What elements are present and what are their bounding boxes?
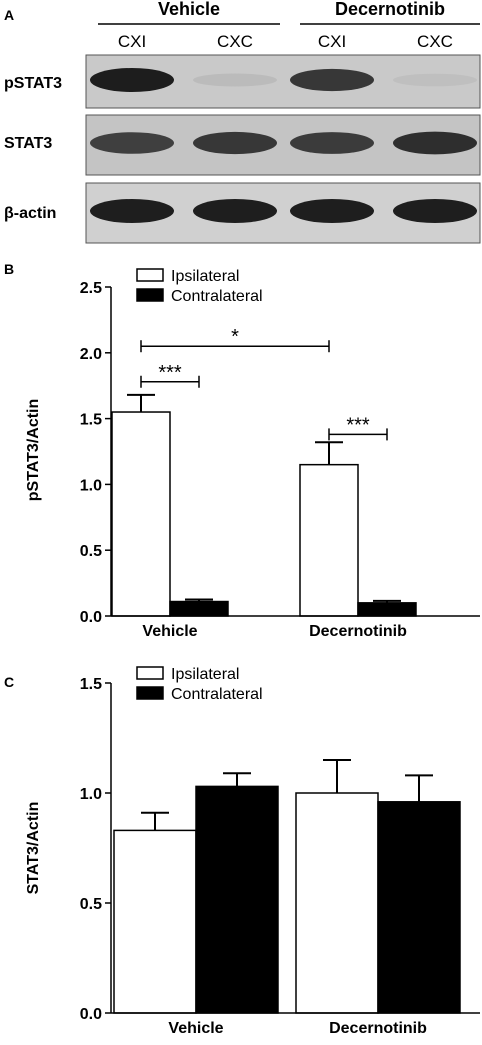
blot-label-beta-actin: β-actin xyxy=(4,205,56,222)
y-tick-label: 2.5 xyxy=(80,280,102,297)
legend-swatch xyxy=(136,666,164,680)
legend-b: Ipsilateral Contralateral xyxy=(136,268,263,305)
bar xyxy=(195,785,279,1014)
panel-c-letter: C xyxy=(4,674,14,690)
y-axis-label-b: pSTAT3/Actin xyxy=(25,399,42,502)
panel-c: C STAT3/Actin 0.0 0.5 1.0 1.5 Vehicle Decern… xyxy=(4,666,480,1037)
blot-label-pstat3: pSTAT3 xyxy=(4,75,62,92)
x-axis-labels-b: Vehicle Decernotinib xyxy=(142,623,407,640)
y-tick-label: 1.5 xyxy=(80,676,102,693)
legend-swatch xyxy=(136,686,164,700)
legend-label: Contralateral xyxy=(171,288,263,305)
bar xyxy=(111,411,171,617)
blot-band xyxy=(290,68,374,92)
blot-band xyxy=(193,73,277,87)
y-axis-c: 0.0 0.5 1.0 1.5 xyxy=(80,676,112,1023)
y-tick-label: 0.0 xyxy=(80,1006,102,1023)
legend-swatch xyxy=(136,288,164,302)
blot-band xyxy=(393,73,477,87)
lane-label-2: CXC xyxy=(217,32,253,51)
bar xyxy=(295,792,379,1014)
y-tick-label: 2.0 xyxy=(80,346,102,363)
panel-a: A Vehicle Decernotinib CXI CXC CXI CXC p… xyxy=(4,0,481,244)
y-tick-label: 1.0 xyxy=(80,786,102,803)
blot-band xyxy=(90,68,174,92)
significance-label: *** xyxy=(346,414,370,436)
panel-b-letter: B xyxy=(4,261,14,277)
blot-band xyxy=(90,199,174,223)
annotations-b: ******* xyxy=(140,326,388,441)
significance-label: * xyxy=(231,326,239,348)
y-tick-label: 1.0 xyxy=(80,477,102,494)
x-axis-labels-c: Vehicle Decernotinib xyxy=(168,1020,427,1037)
blot-bands-pstat3 xyxy=(90,68,477,92)
panel-a-letter: A xyxy=(4,7,14,23)
bars-b xyxy=(111,393,480,617)
x-tick-label: Decernotinib xyxy=(309,623,407,640)
panel-b: B pSTAT3/Actin 0.0 0.5 1.0 1.5 2.0 2.5 Vehicl… xyxy=(4,261,480,640)
legend-label: Contralateral xyxy=(171,686,263,703)
bar xyxy=(357,602,417,617)
legend-swatch xyxy=(136,268,164,282)
x-tick-label: Vehicle xyxy=(142,623,197,640)
blot-band xyxy=(393,131,477,155)
y-tick-label: 0.0 xyxy=(80,609,102,626)
x-tick-label: Vehicle xyxy=(168,1020,223,1037)
bar xyxy=(299,463,359,617)
y-tick-label: 0.5 xyxy=(80,896,102,913)
group-label-vehicle: Vehicle xyxy=(158,0,220,19)
x-tick-label: Decernotinib xyxy=(329,1020,427,1037)
significance-label: *** xyxy=(158,362,182,384)
bars-c xyxy=(111,759,480,1014)
blot-band xyxy=(290,199,374,223)
lane-label-1: CXI xyxy=(118,32,146,51)
y-axis-label-c: STAT3/Actin xyxy=(25,802,42,895)
blot-band xyxy=(193,131,277,155)
blot-bands-stat3 xyxy=(90,131,477,155)
legend-label: Ipsilateral xyxy=(171,268,239,285)
lane-label-3: CXI xyxy=(318,32,346,51)
blot-label-stat3: STAT3 xyxy=(4,135,52,152)
y-tick-label: 1.5 xyxy=(80,412,102,429)
bar xyxy=(169,600,229,617)
blot-band xyxy=(90,132,174,154)
blot-bands-beta-actin xyxy=(90,199,477,223)
blot-band xyxy=(290,132,374,154)
legend-c: Ipsilateral Contralateral xyxy=(136,666,263,703)
lane-label-4: CXC xyxy=(417,32,453,51)
blot-band xyxy=(393,199,477,223)
legend-label: Ipsilateral xyxy=(171,666,239,683)
group-label-decernotinib: Decernotinib xyxy=(335,0,445,19)
y-tick-label: 0.5 xyxy=(80,543,102,560)
blot-band xyxy=(193,199,277,223)
bar xyxy=(377,801,461,1014)
bar xyxy=(113,829,197,1014)
y-axis-b: 0.0 0.5 1.0 1.5 2.0 2.5 xyxy=(80,280,112,626)
